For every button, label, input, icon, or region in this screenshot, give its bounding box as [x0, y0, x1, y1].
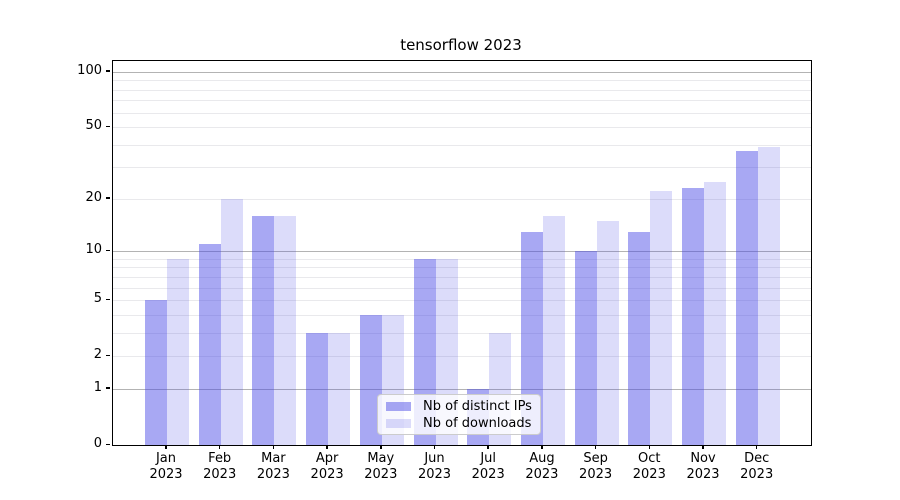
- x-tick-apr: [326, 445, 328, 449]
- y-tick-10: [106, 249, 110, 252]
- legend-item-downloads: Nb of downloads: [386, 415, 540, 432]
- bar-nb-of-distinct-ips-feb: [198, 244, 221, 445]
- gridline-minor-4: [113, 314, 811, 316]
- bar-nb-of-distinct-ips-sep: [574, 251, 597, 445]
- y-tick-label-10: 10: [85, 242, 102, 258]
- y-tick-100: [106, 70, 110, 72]
- legend: Nb of distinct IPs Nb of downloads: [377, 394, 541, 435]
- gridline-minor-60: [113, 112, 811, 114]
- y-tick-20: [106, 197, 110, 199]
- x-tick-label-oct: Oct 2023: [632, 451, 666, 482]
- chart-title: tensorflow 2023: [400, 36, 522, 54]
- bar-nb-of-downloads-dec: [757, 146, 780, 445]
- y-tick-label-1: 1: [93, 379, 102, 395]
- legend-swatch-downloads: [386, 418, 411, 428]
- plot-area: [112, 60, 812, 446]
- gridline-minor-90: [113, 80, 811, 82]
- bar-nb-of-distinct-ips-nov: [682, 188, 704, 445]
- bar-nb-of-distinct-ips-dec: [735, 150, 758, 445]
- bar-nb-of-downloads-oct: [650, 191, 673, 445]
- y-tick-label-100: 100: [77, 62, 102, 78]
- bar-nb-of-distinct-ips-jan: [145, 300, 167, 445]
- x-tick-label-mar: Mar 2023: [256, 451, 290, 482]
- y-tick-label-20: 20: [85, 189, 102, 205]
- gridline-minor-20: [113, 198, 811, 200]
- bar-nb-of-downloads-aug: [542, 215, 565, 445]
- x-tick-label-sep: Sep 2023: [579, 451, 613, 482]
- bar-nb-of-distinct-ips-oct: [628, 231, 651, 445]
- x-tick-label-nov: Nov 2023: [686, 451, 720, 482]
- x-tick-aug: [541, 445, 543, 449]
- legend-item-distinct-ips: Nb of distinct IPs: [386, 398, 540, 415]
- gridline-minor-7: [113, 276, 811, 278]
- x-tick-label-apr: Apr 2023: [310, 451, 344, 482]
- gridline-major-1: [113, 388, 811, 390]
- y-tick-label-2: 2: [93, 347, 102, 363]
- x-tick-label-aug: Aug 2023: [525, 451, 559, 482]
- gridline-minor-30: [113, 167, 811, 169]
- bar-nb-of-downloads-nov: [704, 181, 726, 445]
- bar-nb-of-distinct-ips-aug: [520, 231, 543, 445]
- bar-nb-of-distinct-ips-apr: [306, 332, 329, 445]
- gridline-minor-3: [113, 332, 811, 334]
- bar-nb-of-distinct-ips-mar: [252, 215, 275, 445]
- gridline-minor-50: [113, 127, 811, 129]
- x-tick-label-jan: Jan 2023: [149, 451, 183, 482]
- gridline-minor-70: [113, 100, 811, 102]
- bar-nb-of-downloads-sep: [596, 220, 619, 445]
- y-tick-5: [106, 298, 110, 301]
- x-tick-jun: [433, 445, 436, 449]
- legend-swatch-distinct-ips: [386, 401, 411, 411]
- x-tick-oct: [648, 445, 651, 449]
- y-tick-0: [106, 443, 110, 445]
- gridline-minor-9: [113, 258, 811, 260]
- y-tick-1: [106, 387, 110, 389]
- x-tick-jul: [487, 445, 489, 449]
- x-tick-label-jul: Jul 2023: [471, 451, 505, 482]
- bar-nb-of-downloads-jan: [167, 258, 189, 445]
- x-tick-mar: [272, 445, 275, 449]
- x-tick-dec: [755, 445, 758, 449]
- bar-nb-of-downloads-apr: [328, 332, 351, 445]
- gridline-minor-80: [113, 89, 811, 91]
- x-tick-jan: [165, 445, 167, 449]
- y-tick-2: [106, 354, 110, 357]
- x-tick-label-feb: Feb 2023: [203, 451, 237, 482]
- gridline-major-10: [113, 251, 811, 253]
- gridline-minor-2: [113, 356, 811, 358]
- gridline-minor-8: [113, 267, 811, 269]
- y-tick-label-0: 0: [93, 436, 102, 451]
- x-tick-may: [380, 445, 382, 449]
- y-tick-label-5: 5: [93, 291, 102, 307]
- gridline-minor-40: [113, 144, 811, 146]
- legend-label-downloads: Nb of downloads: [423, 415, 532, 431]
- y-tick-label-50: 50: [85, 118, 102, 134]
- gridline-minor-6: [113, 287, 811, 289]
- bar-nb-of-distinct-ips-may: [359, 314, 382, 445]
- gridline-minor-5: [113, 300, 811, 302]
- bar-nb-of-downloads-feb: [220, 198, 243, 445]
- x-tick-label-dec: Dec 2023: [740, 451, 774, 482]
- gridline-major-100: [113, 71, 811, 73]
- bar-nb-of-downloads-mar: [274, 215, 297, 445]
- x-tick-label-jun: Jun 2023: [417, 451, 452, 482]
- x-tick-label-may: May 2023: [364, 451, 398, 482]
- x-tick-nov: [702, 445, 704, 449]
- legend-label-distinct-ips: Nb of distinct IPs: [423, 398, 532, 414]
- y-tick-50: [106, 125, 110, 128]
- x-tick-sep: [594, 445, 597, 449]
- x-tick-feb: [218, 445, 221, 449]
